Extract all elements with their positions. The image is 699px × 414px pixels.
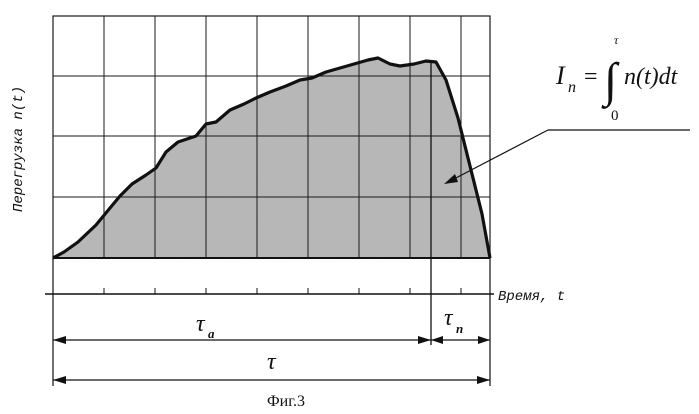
integral-sign: ∫: [601, 54, 620, 109]
tau-dimension: [53, 376, 490, 384]
x-axis-label: Время, t: [498, 289, 565, 305]
tau-label: τ: [267, 349, 277, 375]
tau-a-dimension: [53, 336, 431, 344]
formula-equals: =: [584, 64, 598, 90]
tau-n-label: τ n: [444, 305, 463, 336]
integral-upper-limit: τ: [614, 33, 619, 47]
figure-caption: Фиг.3: [267, 393, 305, 410]
tau-a-symbol: τ: [196, 311, 206, 337]
formula-integrand: n(t)dt: [624, 64, 679, 90]
tau-n-symbol: τ: [444, 305, 454, 331]
time-axis-ticks: [53, 288, 461, 294]
formula-lhs: I: [555, 61, 566, 90]
tau-n-dimension: [431, 336, 490, 344]
tau-n-subscript: n: [456, 321, 463, 336]
tau-a-subscript: a: [208, 326, 215, 341]
y-axis-label: Перегрузка n(t): [11, 86, 27, 212]
impulse-formula: I n = ∫ τ 0 n(t)dt: [555, 33, 679, 124]
area-texture: [53, 58, 490, 258]
integral-lower-limit: 0: [611, 108, 619, 124]
tau-a-label: τ a: [196, 311, 215, 341]
formula-lhs-sub: n: [568, 79, 576, 96]
